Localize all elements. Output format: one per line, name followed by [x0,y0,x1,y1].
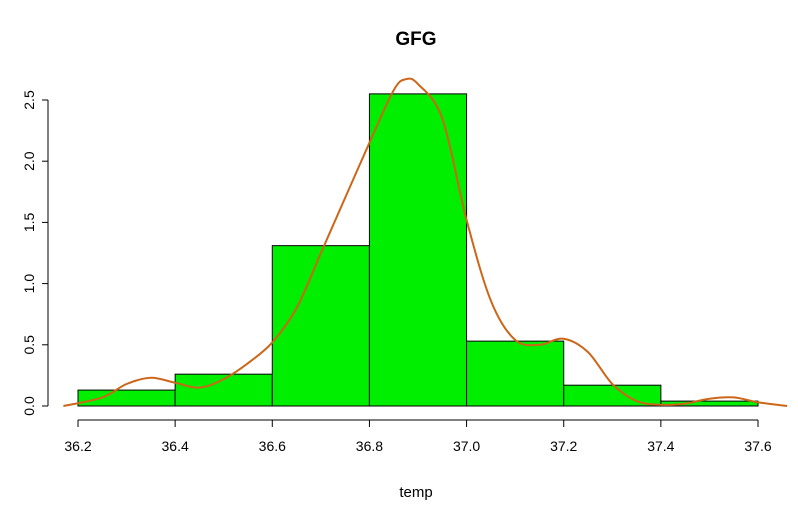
histogram-bar-3 [271,245,370,407]
x-tick-label: 36.4 [162,438,189,454]
histogram-bar-5 [466,340,565,407]
histogram-bar-7 [660,400,759,407]
x-axis: 36.2 36.4 36.6 36.8 37.0 37.2 37.4 37.6 [64,419,772,454]
x-axis-label: temp [399,484,432,501]
chart-title: GFG [395,29,436,50]
x-tick-label: 36.6 [259,438,286,454]
x-tick-label: 36.2 [64,438,91,454]
y-tick-label: 2.5 [21,90,37,110]
histogram-bar-4 [368,93,468,407]
x-tick-label: 37.2 [550,438,577,454]
y-axis: 0.0 0.5 1.0 1.5 2.0 2.5 [21,90,49,416]
y-tick-label: 1.0 [21,274,37,294]
x-tick-label: 37.6 [744,438,771,454]
x-tick-label: 36.8 [356,438,383,454]
y-tick-label: 0.5 [21,335,37,355]
bars-group [77,93,759,407]
x-tick-label: 37.4 [647,438,674,454]
y-tick-label: 2.0 [21,151,37,171]
x-tick-label: 37.0 [453,438,480,454]
y-tick-label: 1.5 [21,212,37,232]
density-curve [63,77,788,407]
histogram-bar-1 [77,389,176,407]
y-tick-label: 0.0 [21,396,37,416]
